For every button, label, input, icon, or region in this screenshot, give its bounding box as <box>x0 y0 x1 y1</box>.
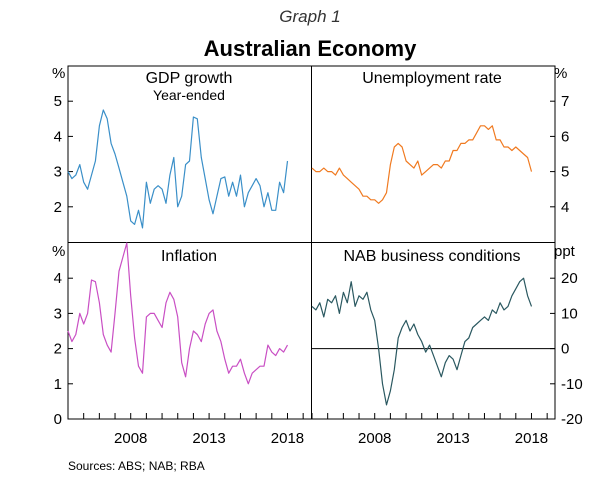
y-tick-label-inflation: 1 <box>54 376 62 393</box>
y-tick-label-unemployment: 5 <box>561 164 569 181</box>
ticks-layer: 2 3 4 5 4 5 6 7 0 1 2 3 4 -20 -10 0 10 20 <box>54 93 583 428</box>
x-tick-label: 2018 <box>271 430 304 447</box>
y-tick-label-nab: 20 <box>561 270 578 287</box>
series-layer <box>67 109 533 406</box>
y-tick-label-inflation: 2 <box>54 341 62 358</box>
y-tick-label-inflation: 0 <box>54 411 62 428</box>
series-line-inflation <box>67 242 289 385</box>
graph-label: Graph 1 <box>279 7 340 26</box>
y-tick-label-nab: 0 <box>561 341 569 358</box>
panel-title-gdp: GDP growth <box>146 70 233 87</box>
panel-title-unemployment: Unemployment rate <box>362 70 502 87</box>
y-tick-label-inflation: 3 <box>54 305 62 322</box>
y-tick-label-nab: 10 <box>561 305 578 322</box>
x-tick-label: 2008 <box>358 430 391 447</box>
x-axis: 2008 2013 2018 2008 2013 2018 <box>67 413 548 447</box>
series-line-unemployment <box>311 125 533 204</box>
sources-note: Sources: ABS; NAB; RBA <box>68 459 205 473</box>
x-tick-label: 2013 <box>436 430 469 447</box>
x-tick-label: 2008 <box>114 430 147 447</box>
y-tick-label-inflation: 4 <box>54 270 62 287</box>
series-line-nab <box>311 277 533 406</box>
unit-label-gdp: % <box>52 65 65 82</box>
x-tick-label: 2013 <box>192 430 225 447</box>
y-tick-label-gdp: 2 <box>54 199 62 216</box>
chart-title: Australian Economy <box>204 36 417 61</box>
unit-label-unemployment: % <box>554 65 567 82</box>
y-tick-label-unemployment: 6 <box>561 128 569 145</box>
panel-subtitle-gdp: Year-ended <box>153 87 225 103</box>
y-tick-label-unemployment: 4 <box>561 199 569 216</box>
panel-title-inflation: Inflation <box>161 248 217 265</box>
y-tick-label-gdp: 4 <box>54 128 62 145</box>
x-tick-label: 2018 <box>515 430 548 447</box>
y-tick-label-nab: -10 <box>561 376 583 393</box>
y-tick-label-nab: -20 <box>561 411 583 428</box>
panel-title-nab: NAB business conditions <box>344 248 521 265</box>
unit-label-inflation: % <box>52 243 65 260</box>
y-tick-label-unemployment: 7 <box>561 93 569 110</box>
unit-label-nab: ppt <box>554 243 576 260</box>
y-tick-label-gdp: 5 <box>54 93 62 110</box>
y-tick-label-gdp: 3 <box>54 164 62 181</box>
series-line-gdp <box>67 109 289 229</box>
